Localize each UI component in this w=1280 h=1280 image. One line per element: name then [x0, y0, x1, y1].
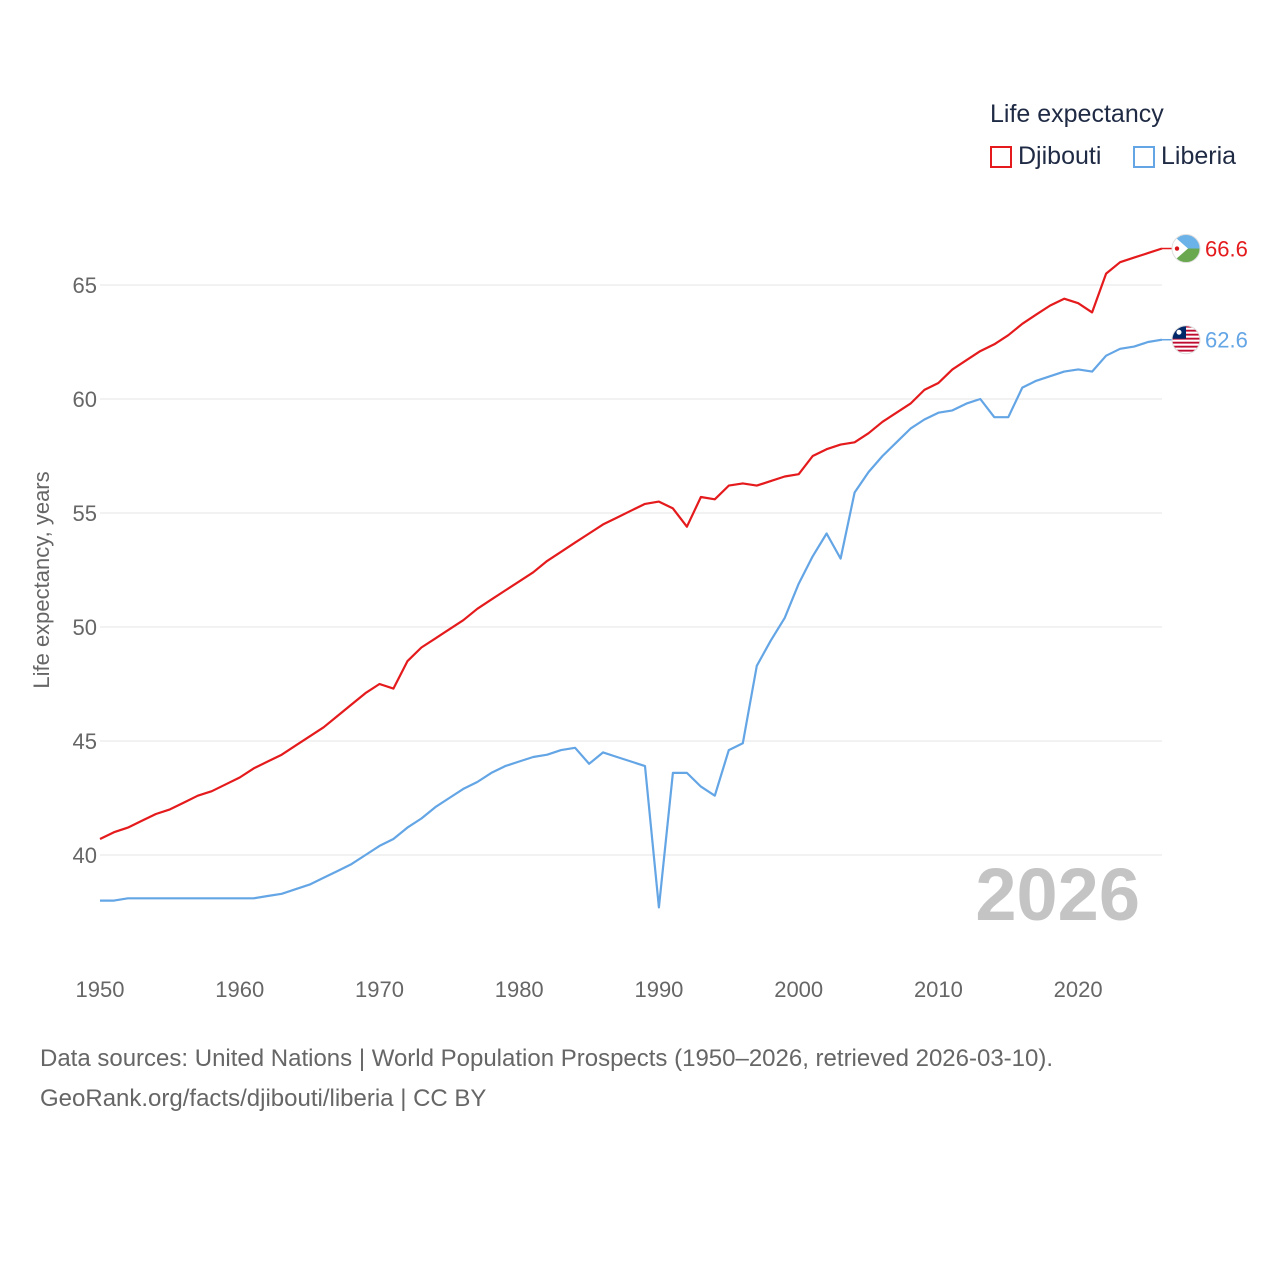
- x-tick-label-1950: 1950: [76, 977, 125, 1002]
- x-tick-label-2020: 2020: [1054, 977, 1103, 1002]
- y-tick-label-55: 55: [73, 501, 97, 526]
- source-line-2: GeoRank.org/facts/djibouti/liberia | CC …: [40, 1085, 487, 1112]
- x-tick-label-1970: 1970: [355, 977, 404, 1002]
- source-line-1: Data sources: United Nations | World Pop…: [40, 1045, 1054, 1072]
- flag-icon-liberia: [1171, 325, 1201, 355]
- legend-label-liberia: Liberia: [1161, 142, 1237, 170]
- y-tick-label-60: 60: [73, 387, 97, 412]
- y-tick-label-65: 65: [73, 273, 97, 298]
- end-value-label-liberia: 62.6: [1205, 328, 1248, 353]
- series-lines: [99, 247, 1163, 909]
- y-tick-label-40: 40: [73, 843, 97, 868]
- year-watermark: 2026: [975, 853, 1140, 936]
- y-axis-title: Life expectancy, years: [29, 471, 54, 689]
- x-tick-label-2010: 2010: [914, 977, 963, 1002]
- gridlines: [100, 284, 1162, 856]
- x-tick-label-2000: 2000: [774, 977, 823, 1002]
- legend-item-liberia[interactable]: Liberia: [1133, 142, 1236, 171]
- flag-icon-djibouti: [1171, 234, 1201, 264]
- legend-swatch-djibouti: [990, 145, 1012, 168]
- series-line-djibouti: [99, 247, 1163, 840]
- legend-item-djibouti[interactable]: Djibouti: [990, 142, 1101, 171]
- series-line-liberia: [100, 338, 1163, 909]
- y-tick-label-50: 50: [73, 615, 97, 640]
- x-tick-label-1980: 1980: [495, 977, 544, 1002]
- series-endpoints: 66.6 62.6: [1162, 234, 1248, 355]
- x-tick-label-1990: 1990: [634, 977, 683, 1002]
- y-tick-label-45: 45: [73, 729, 97, 754]
- end-value-label-djibouti: 66.6: [1205, 237, 1248, 262]
- x-tick-label-1960: 1960: [215, 977, 264, 1002]
- y-axis-ticks: 40 45 50 55 60 65: [73, 273, 97, 868]
- legend-swatch-liberia: [1133, 145, 1155, 168]
- legend-title: Life expectancy: [990, 100, 1164, 128]
- legend-label-djibouti: Djibouti: [1018, 142, 1102, 170]
- x-axis-ticks: 1950 1960 1970 1980 1990 2000 2010 2020: [76, 977, 1103, 1002]
